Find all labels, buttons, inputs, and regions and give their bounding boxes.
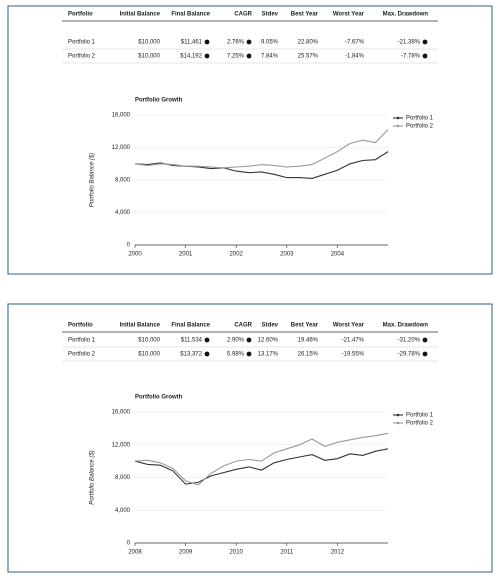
series-line <box>134 129 389 169</box>
table-cell: -29.78% <box>398 352 421 358</box>
info-icon <box>204 39 210 45</box>
table-cell: -1.84% <box>345 54 365 60</box>
x-tick-label: 2003 <box>280 252 294 258</box>
table-cell: -31.20% <box>398 338 421 344</box>
chart-title: Portfolio Growth <box>135 395 183 401</box>
x-tick-label: 2008 <box>128 550 142 556</box>
table-cell: $11,461 <box>181 40 203 46</box>
info-icon <box>204 53 210 59</box>
y-tick-label: 4,000 <box>115 508 131 514</box>
table-header: CAGR <box>234 12 252 18</box>
legend-label: Portfolio 1 <box>406 413 434 419</box>
table-header: Stdev <box>262 323 279 329</box>
table-cell: 9.05% <box>261 40 279 46</box>
info-icon <box>422 337 428 343</box>
table-header: CAGR <box>234 323 252 329</box>
table-cell: 5.98% <box>227 352 245 358</box>
table-header: Final Balance <box>171 12 210 18</box>
table-cell: Portfolio 2 <box>68 352 96 358</box>
table-cell: 2.76% <box>227 40 245 46</box>
x-tick-label: 2011 <box>280 550 294 556</box>
table-cell: $10,000 <box>138 352 160 358</box>
x-tick-label: 2009 <box>179 550 193 556</box>
table-header: Final Balance <box>171 323 210 329</box>
info-icon <box>422 53 428 59</box>
table-header: Stdev <box>262 12 279 18</box>
series-line <box>134 432 389 486</box>
table-cell: -21.47% <box>342 338 365 344</box>
table-header: Worst Year <box>333 12 365 18</box>
table-header: Initial Balance <box>120 12 161 18</box>
x-tick-label: 2010 <box>230 550 244 556</box>
y-tick-label: 0 <box>127 243 131 249</box>
series-line <box>134 448 389 485</box>
x-tick-label: 2001 <box>179 252 193 258</box>
table-cell: 13.17% <box>258 352 279 358</box>
table-cell: $13,372 <box>180 352 202 358</box>
table-cell: 22.80% <box>298 40 319 46</box>
table-cell: $10,000 <box>138 338 160 344</box>
y-tick-label: 0 <box>127 541 131 547</box>
x-tick-label: 2004 <box>331 252 345 258</box>
panel-frame <box>7 303 493 573</box>
chart-title: Portfolio Growth <box>135 98 183 104</box>
info-icon <box>204 337 210 343</box>
info-icon <box>422 351 428 357</box>
table-cell: 2.90% <box>227 338 245 344</box>
table-cell: Portfolio 1 <box>68 338 96 344</box>
table-header: Best Year <box>291 12 319 18</box>
legend-label: Portfolio 2 <box>406 124 434 130</box>
legend-label: Portfolio 2 <box>406 421 434 427</box>
y-tick-label: 12,000 <box>112 145 131 151</box>
x-tick-label: 2000 <box>128 252 142 258</box>
table-cell: $10,000 <box>138 40 160 46</box>
table-cell: 7.84% <box>261 54 279 60</box>
info-icon <box>246 337 252 343</box>
legend-dot <box>396 413 400 417</box>
y-tick-label: 4,000 <box>115 210 131 216</box>
table-cell: -7.78% <box>401 54 421 60</box>
table-cell: -7.67% <box>345 40 365 46</box>
table-cell: $11,534 <box>181 338 203 344</box>
info-icon <box>246 39 252 45</box>
info-icon <box>422 39 428 45</box>
info-icon <box>246 53 252 59</box>
y-tick-label: 8,000 <box>115 178 131 184</box>
table-header: Max. Drawdown <box>383 323 429 329</box>
table-header: Portfolio <box>68 12 93 18</box>
table-cell: Portfolio 2 <box>68 54 96 60</box>
table-cell: -19.55% <box>342 352 365 358</box>
y-axis-title: Portfolio Balance ($) <box>90 450 96 504</box>
table-cell: $10,000 <box>138 54 160 60</box>
y-tick-label: 16,000 <box>112 410 131 416</box>
y-tick-label: 12,000 <box>112 442 131 448</box>
table-cell: Portfolio 1 <box>68 40 96 46</box>
info-icon <box>204 351 210 357</box>
y-axis-title: Portfolio Balance ($) <box>90 153 96 207</box>
table-header: Portfolio <box>68 323 93 329</box>
legend-dot <box>396 116 400 120</box>
legend-dot <box>396 421 400 425</box>
table-cell: 25.57% <box>298 54 319 60</box>
table-cell: $14,192 <box>180 54 202 60</box>
panel-frame <box>7 5 493 275</box>
table-cell: 26.15% <box>298 352 319 358</box>
y-tick-label: 8,000 <box>115 475 131 481</box>
legend-dot <box>396 124 400 128</box>
table-cell: 12.60% <box>258 338 279 344</box>
table-header: Initial Balance <box>120 323 161 329</box>
legend-label: Portfolio 1 <box>406 116 434 122</box>
y-tick-label: 16,000 <box>112 113 131 119</box>
x-tick-label: 2012 <box>331 550 345 556</box>
table-header: Max. Drawdown <box>383 12 429 18</box>
table-cell: 19.46% <box>298 338 319 344</box>
table-header: Best Year <box>291 323 319 329</box>
table-cell: 7.25% <box>227 54 245 60</box>
info-icon <box>246 351 252 357</box>
table-header: Worst Year <box>333 323 365 329</box>
x-tick-label: 2002 <box>230 252 244 258</box>
table-cell: -21.38% <box>398 40 421 46</box>
